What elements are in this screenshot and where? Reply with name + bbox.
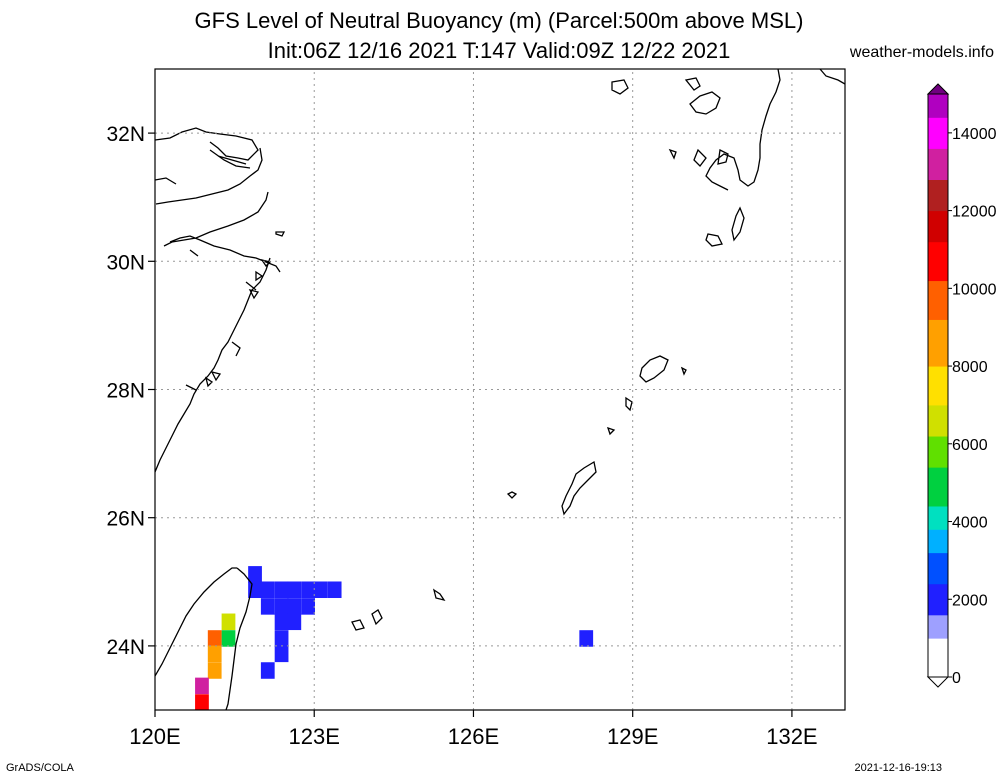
colorbar-max-arrow bbox=[926, 83, 950, 95]
graticule bbox=[154, 69, 845, 710]
japan-coast bbox=[684, 69, 845, 191]
source-credit: weather-models.info bbox=[849, 44, 994, 61]
colorbar-segment bbox=[928, 94, 948, 118]
colorbar-segment bbox=[928, 210, 948, 243]
footer-timestamp: 2021-12-16-19:13 bbox=[854, 762, 942, 774]
x-tick-label: 129E bbox=[607, 724, 658, 749]
colorbar-label: 2000 bbox=[952, 592, 988, 609]
colorbar-segment bbox=[928, 436, 948, 468]
x-tick-label: 123E bbox=[289, 724, 340, 749]
y-tick-label: 30N bbox=[106, 251, 145, 274]
data-cell bbox=[274, 613, 289, 631]
data-cell bbox=[195, 677, 209, 695]
data-cell bbox=[260, 662, 275, 679]
data-cell bbox=[274, 598, 289, 615]
chart-title: GFS Level of Neutral Buoyancy (m) (Parce… bbox=[194, 8, 804, 33]
china-coast bbox=[155, 127, 281, 473]
data-cell bbox=[579, 630, 594, 647]
colorbar-label: 6000 bbox=[952, 437, 988, 454]
colorbar-outline bbox=[927, 93, 949, 678]
data-cell bbox=[207, 645, 222, 663]
colorbar-segment bbox=[928, 467, 948, 507]
colorbar-segment bbox=[928, 614, 948, 639]
colorbar-segment bbox=[928, 366, 948, 406]
colorbar-label: 12000 bbox=[952, 204, 997, 221]
colorbar-label: 10000 bbox=[952, 281, 997, 298]
colorbar-segment bbox=[928, 241, 948, 282]
taiwan-island bbox=[155, 567, 253, 710]
data-cell bbox=[248, 566, 262, 583]
x-tick-label: 132E bbox=[766, 724, 817, 749]
data-cell bbox=[274, 581, 289, 599]
colorbar-segment bbox=[928, 319, 948, 367]
data-cell bbox=[260, 581, 275, 599]
data-cell bbox=[287, 598, 302, 615]
colorbar-min-arrow bbox=[926, 676, 950, 688]
data-cell bbox=[301, 581, 315, 599]
colorbar-label: 4000 bbox=[952, 515, 988, 532]
x-tick-label: 126E bbox=[448, 724, 499, 749]
x-tick-label: 120E bbox=[129, 724, 180, 749]
colorbar-segment bbox=[928, 117, 948, 149]
colorbar-segment bbox=[928, 148, 948, 181]
colorbar-segment bbox=[928, 505, 948, 530]
ryukyu-islands bbox=[351, 79, 745, 631]
colorbar-segment bbox=[928, 552, 948, 585]
colorbar-segment bbox=[928, 583, 948, 616]
zhoushan-islands bbox=[204, 231, 286, 388]
data-cell bbox=[313, 581, 328, 599]
y-tick-label: 26N bbox=[106, 508, 145, 531]
data-cell bbox=[221, 630, 236, 647]
colorbar: 0 2000 4000 6000 8000 10000 12000 14000 bbox=[926, 83, 997, 688]
data-cell bbox=[274, 645, 289, 663]
data-cell bbox=[207, 630, 222, 647]
data-cell bbox=[207, 662, 222, 679]
y-axis: 24N 26N 28N 30N 32N bbox=[106, 123, 155, 659]
x-axis: 120E 123E 126E 129E 132E bbox=[129, 710, 818, 749]
colorbar-segment bbox=[928, 280, 948, 320]
data-cell bbox=[274, 630, 289, 647]
y-tick-label: 24N bbox=[106, 636, 145, 659]
data-cell bbox=[287, 613, 302, 631]
data-cell bbox=[287, 581, 302, 599]
chart-subtitle: Init:06Z 12/16 2021 T:147 Valid:09Z 12/2… bbox=[267, 38, 731, 63]
y-tick-label: 32N bbox=[106, 123, 145, 146]
data-cell bbox=[327, 581, 342, 599]
colorbar-label: 14000 bbox=[952, 126, 997, 143]
colorbar-label: 8000 bbox=[952, 359, 988, 376]
colorbar-segment bbox=[928, 404, 948, 437]
coastlines bbox=[155, 69, 845, 710]
data-cell bbox=[221, 613, 236, 631]
data-cell bbox=[260, 598, 275, 615]
footer-software: GrADS/COLA bbox=[6, 762, 74, 774]
data-cells bbox=[195, 566, 594, 710]
colorbar-segment bbox=[928, 179, 948, 212]
colorbar-label: 0 bbox=[952, 670, 961, 687]
colorbar-segment bbox=[928, 529, 948, 554]
data-cell bbox=[301, 598, 315, 615]
colorbar-segment bbox=[928, 638, 948, 678]
y-tick-label: 28N bbox=[106, 380, 145, 403]
data-cell bbox=[195, 694, 209, 710]
